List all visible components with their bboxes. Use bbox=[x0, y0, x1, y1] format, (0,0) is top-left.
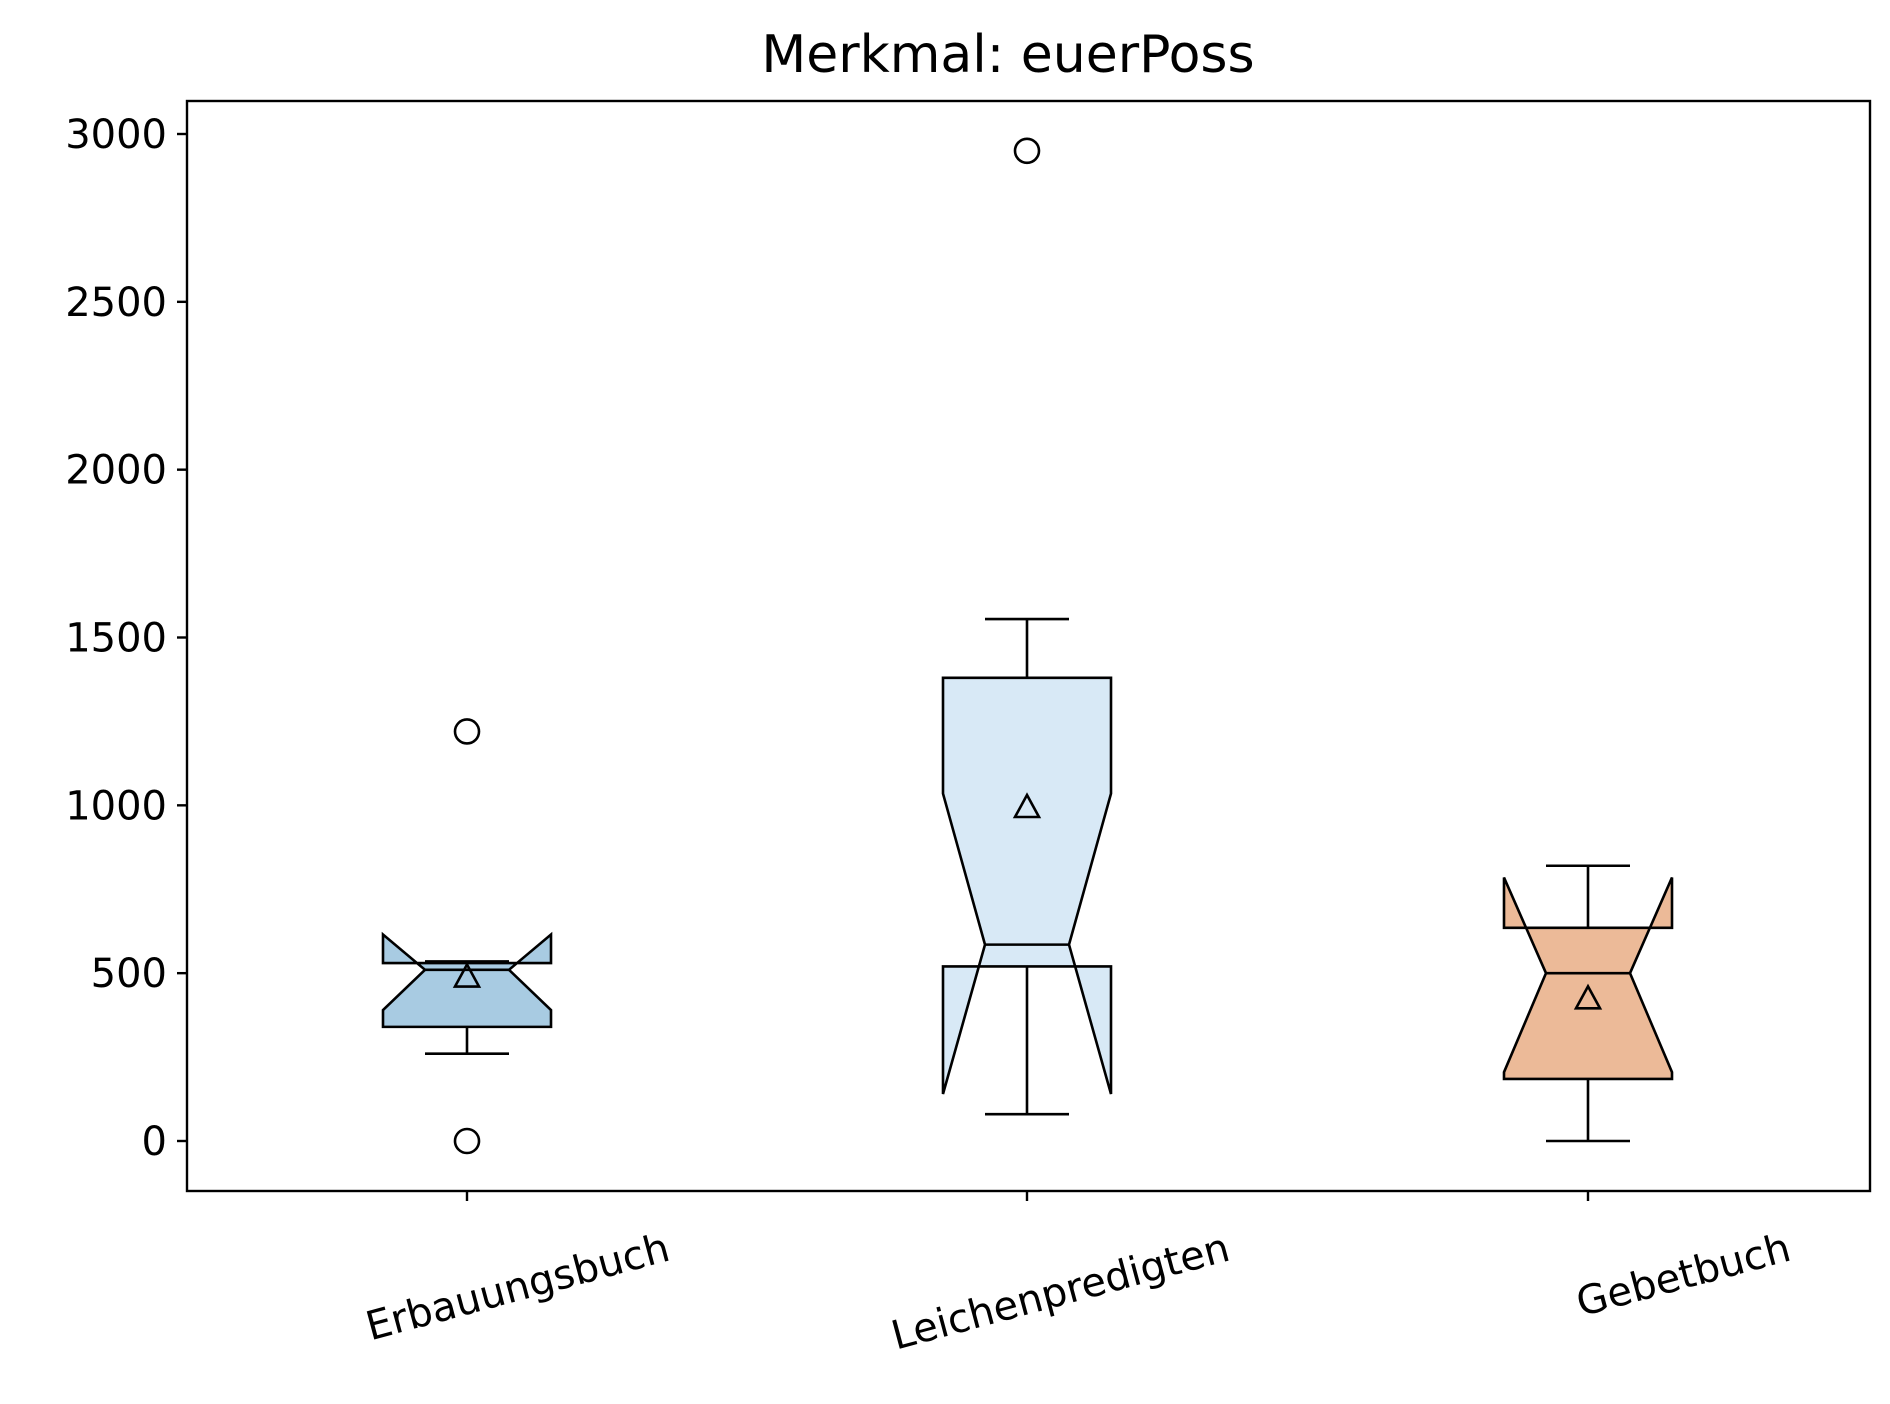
plot-area-frame bbox=[185, 99, 1872, 1193]
y-axis: 0 500 1000 1500 2000 2500 3000 bbox=[65, 112, 187, 1165]
y-tick-label: 0 bbox=[142, 1119, 167, 1165]
box-body bbox=[1502, 876, 1674, 1081]
box-body bbox=[381, 931, 553, 1029]
box-group-gebetbuch bbox=[1502, 864, 1674, 1143]
x-axis: Erbauungsbuch Leichenpredigten Gebetbuch bbox=[361, 1191, 1795, 1359]
chart-title: Merkmal: euerPoss bbox=[761, 25, 1254, 85]
outlier-point bbox=[453, 1127, 481, 1155]
box-group-leichenpredigten bbox=[941, 137, 1113, 1116]
y-tick-label: 3000 bbox=[65, 112, 167, 158]
y-tick-label: 2500 bbox=[65, 280, 167, 326]
box-body bbox=[941, 676, 1113, 1095]
x-tick-label: Leichenpredigten bbox=[887, 1225, 1235, 1359]
y-tick-label: 1500 bbox=[65, 616, 167, 662]
x-tick-label: Gebetbuch bbox=[1572, 1225, 1796, 1326]
mean-marker bbox=[1012, 792, 1042, 819]
y-tick-label: 500 bbox=[91, 951, 167, 997]
y-tick-label: 2000 bbox=[65, 448, 167, 494]
outlier-point bbox=[453, 718, 481, 745]
box-group-erbauungsbuch bbox=[381, 718, 553, 1155]
boxes-layer bbox=[381, 137, 1674, 1155]
x-tick-label: Erbauungsbuch bbox=[361, 1225, 674, 1350]
mean-marker bbox=[1573, 983, 1603, 1010]
mean-marker bbox=[452, 961, 482, 988]
y-tick-label: 1000 bbox=[65, 783, 167, 829]
outlier-point bbox=[1013, 137, 1041, 165]
